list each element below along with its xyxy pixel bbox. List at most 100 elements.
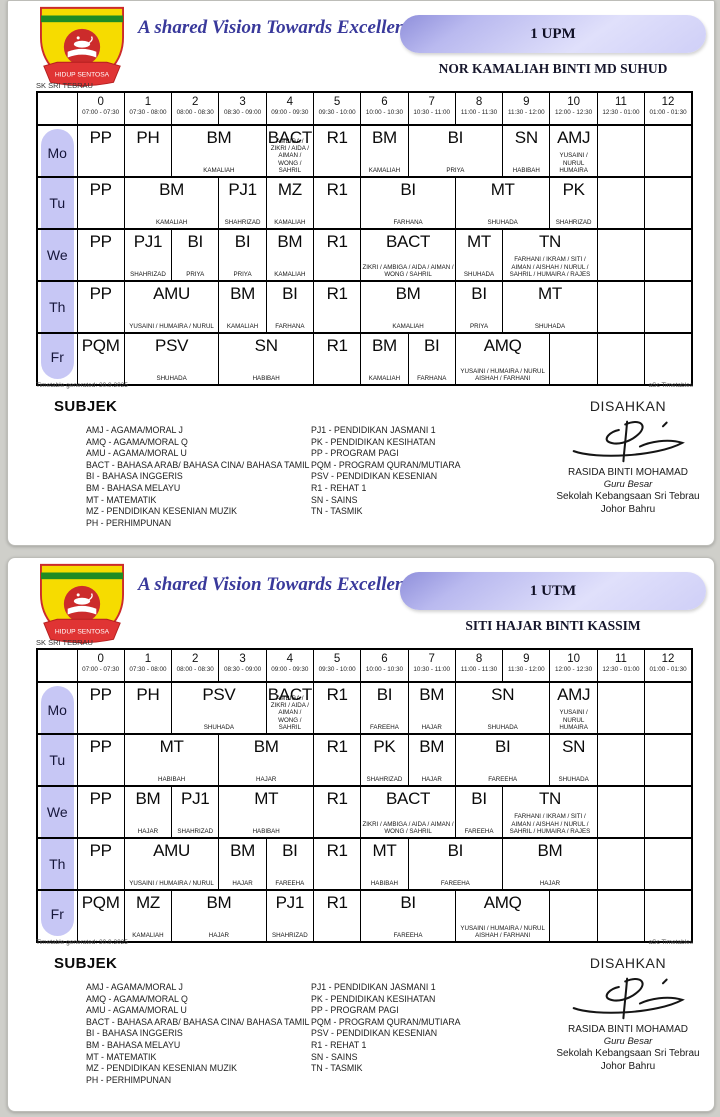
empty-cell [644, 785, 693, 839]
subject-cell: BM KAMALIAH [360, 124, 409, 178]
day-label: Tu [49, 195, 66, 211]
empty-cell [596, 332, 646, 386]
empty-cell [644, 889, 693, 943]
legend-item: BM - BAHASA MELAYU [86, 482, 181, 493]
subject-code: BI [234, 232, 251, 251]
period-header: 5 09:30 - 10:00 [312, 648, 362, 683]
school-slogan: A shared Vision Towards Excellence [138, 574, 423, 595]
subject-cell: R1 [312, 124, 362, 178]
teacher-name: NOR KAMALIAH BINTI MD SUHUD [438, 61, 668, 76]
subject-code: R1 [326, 685, 348, 704]
subject-code: BACT [386, 789, 431, 808]
period-time: 10:30 - 11:00 [413, 109, 451, 116]
day-label: Th [49, 856, 66, 872]
teacher-names: SHUHADA [463, 270, 495, 278]
period-number: 6 [381, 96, 388, 108]
period-header: 4 09:00 - 09:30 [265, 648, 314, 683]
teacher-names: HAJAR [421, 723, 442, 731]
teacher-names: HABIBAH [252, 374, 280, 382]
teacher-names: SHUHADA [487, 218, 518, 226]
teacher-names: FAREEHA [369, 723, 399, 731]
day-label: Tu [49, 752, 66, 768]
teacher-names: HAJAR [421, 775, 442, 783]
period-number: 0 [97, 96, 104, 108]
signatory-title: Guru Besar [603, 479, 653, 490]
subject-code: PSV [155, 336, 189, 355]
subject-code: BI [376, 685, 393, 704]
teacher-names: SHUHADA [487, 723, 518, 731]
day-pill: Mo [41, 686, 74, 733]
period-number: 1 [144, 653, 152, 665]
subject-code: PJ1 [133, 232, 163, 251]
subject-code: PQM [81, 336, 120, 355]
subject-cell: BM HAJAR [407, 681, 456, 735]
subject-cell: AMU YUSAINI / HUMAIRA / NURUL [123, 837, 220, 891]
subject-code: BM [395, 284, 421, 303]
legend-item: BACT - BAHASA ARAB/ BAHASA CINA/ BAHASA … [86, 459, 310, 470]
period-time: 10:30 - 11:00 [413, 666, 451, 673]
legend-item: BI - BAHASA INGGERIS [86, 1028, 183, 1039]
teacher-names: HAJAR [256, 775, 277, 783]
day-cell: Fr [36, 332, 78, 386]
subject-cell: R1 [312, 889, 362, 943]
period-number: 11 [614, 653, 627, 665]
period-header: 3 08:30 - 09:00 [218, 648, 267, 683]
subject-cell: BI FAREEHA [454, 733, 551, 787]
teacher-names: YUSAINI / NURUL HUMAIRA [559, 709, 588, 731]
period-header: 11 12:30 - 01:00 [596, 91, 646, 126]
subject-code: MT [159, 737, 184, 756]
subject-cell: SN HABIBAH [502, 124, 551, 178]
legend-list-right: PJ1 - PENDIDIKAN JASMANI 1 PK - PENDIDIKA… [311, 982, 461, 1075]
empty-cell [596, 785, 646, 839]
signatory-title: Guru Besar [603, 1036, 653, 1047]
period-header: 3 08:30 - 09:00 [218, 91, 267, 126]
teacher-names: KAMALIAH [155, 218, 188, 226]
period-number: 10 [567, 96, 581, 108]
day-cell: Tu [36, 176, 78, 230]
subject-cell: R1 [312, 176, 362, 230]
period-number: 2 [192, 653, 199, 665]
teacher-names: SHUHADA [558, 775, 589, 783]
period-time: 11:30 - 12:00 [507, 109, 545, 116]
subject-code: BI [400, 180, 416, 199]
subject-code: BM [159, 180, 185, 199]
subject-cell: BI FARHANA [360, 176, 456, 230]
teacher-names: PRIYA [186, 270, 205, 278]
teacher-names: SHUHADA [203, 723, 235, 731]
period-number: 4 [286, 96, 294, 108]
legend-item: PP - PROGRAM PAGI [311, 448, 399, 459]
generated-note: Timetable generated: 30.9.2025 [36, 939, 128, 946]
teacher-names: FARHANA [393, 218, 423, 226]
subject-cell: PQM [76, 889, 125, 943]
teacher-names: KAMALIAH [226, 322, 259, 330]
legend-item: PP - PROGRAM PAGI [311, 1005, 399, 1016]
period-time: 09:30 - 10:00 [318, 666, 356, 673]
period-header: 6 10:00 - 10:30 [360, 91, 409, 126]
subject-cell: SN SHUHADA [454, 681, 551, 735]
subject-cell: BM HAJAR [218, 733, 314, 787]
subject-cell: BI FAREEHA [360, 889, 456, 943]
subject-code: MT [537, 284, 562, 303]
period-header: 1 07:30 - 08:00 [123, 648, 173, 683]
legend-item: AMJ - AGAMA/MORAL J [86, 425, 183, 435]
legend-item: PH - PERHIMPUNAN [86, 517, 172, 528]
period-time: 09:00 - 09:30 [271, 666, 309, 673]
period-time: 11:00 - 11:30 [460, 666, 498, 673]
legend-item: R1 - REHAT 1 [311, 482, 367, 493]
subject-cell: BACT AMBIGA / ZIKRI / AIDA / AIMAN / WONG… [265, 124, 314, 178]
school-label: SK SRI TEBRAU [36, 81, 93, 90]
teacher-names: KAMALIAH [392, 322, 424, 330]
period-number: 5 [333, 96, 341, 108]
empty-cell [596, 124, 646, 178]
subject-code: BM [419, 685, 445, 704]
teacher-names: YUSAINI / HUMAIRA / NURUL AISHAH / FARHA… [460, 924, 545, 939]
subject-cell: SN SHUHADA [549, 733, 598, 787]
subject-cell: R1 [312, 228, 362, 282]
day-pill: Tu [41, 178, 74, 228]
signatory-city: Johor Bahru [600, 503, 656, 515]
legend-item: PQM - PROGRAM QURAN/MUTIARA [311, 459, 461, 470]
legend-list-left: AMJ - AGAMA/MORAL J AMQ - AGAMA/MORAL Q AM… [86, 425, 309, 529]
subject-code: PP [89, 180, 112, 199]
subject-cell: MZ KAMALIAH [123, 889, 173, 943]
period-time: 08:30 - 09:00 [223, 109, 262, 116]
